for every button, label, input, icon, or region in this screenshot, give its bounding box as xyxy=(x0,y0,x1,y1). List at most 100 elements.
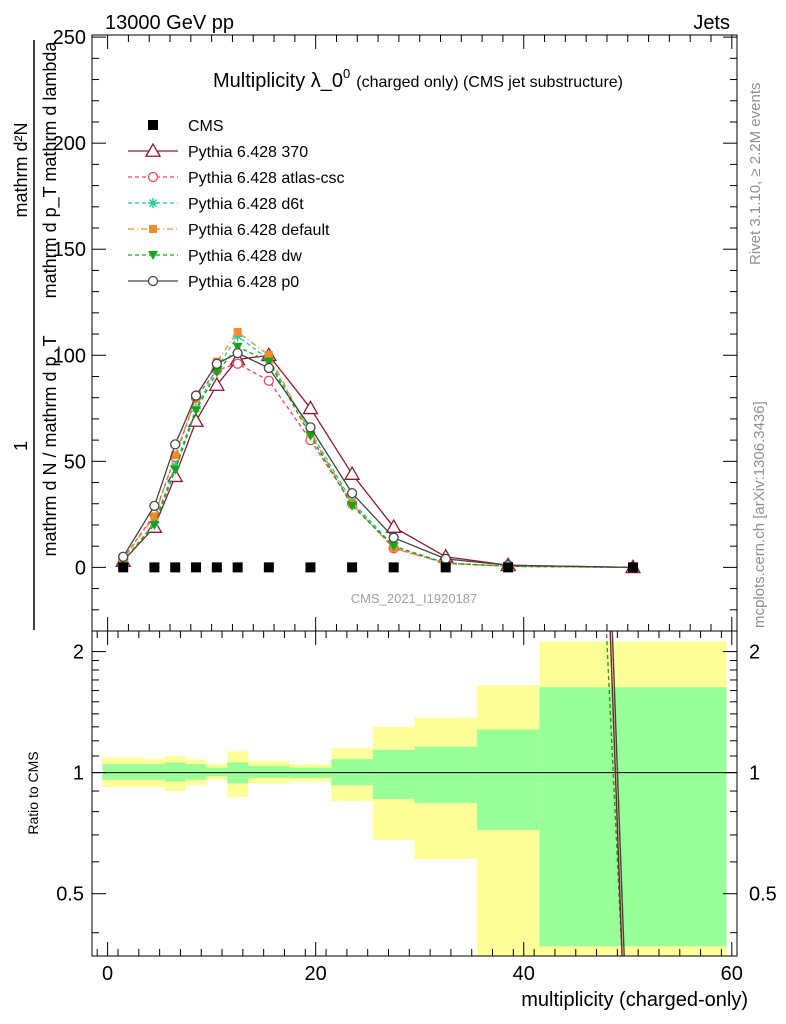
legend-label: CMS xyxy=(188,118,224,135)
legend-marker xyxy=(149,225,157,233)
data-point xyxy=(440,553,451,565)
data-point xyxy=(211,562,222,573)
data-point xyxy=(388,532,399,543)
chart-title-main: Multiplicity λ_0 xyxy=(213,70,343,92)
legend-marker xyxy=(144,142,162,157)
legend-label: Pythia 6.428 p0 xyxy=(188,274,299,291)
chart-title-superscript: 0 xyxy=(343,66,350,81)
x-tick-label: 0 xyxy=(102,963,113,985)
legend-label: Pythia 6.428 d6t xyxy=(188,196,304,213)
uncertainty-band-inner xyxy=(164,762,186,782)
data-point xyxy=(232,331,243,342)
data-point xyxy=(191,406,202,416)
data-point xyxy=(343,465,361,480)
data-point xyxy=(170,465,181,475)
series-5 xyxy=(118,342,638,573)
ratio-y-tick-label: 2 xyxy=(73,642,84,664)
series-0 xyxy=(118,562,638,573)
y-tick-label: 200 xyxy=(53,133,86,155)
main-series-group xyxy=(115,327,642,574)
data-point xyxy=(170,460,181,471)
legend-marker xyxy=(148,251,158,260)
uncertainty-band-inner xyxy=(185,764,207,780)
data-point xyxy=(191,562,202,573)
data-point xyxy=(263,562,274,573)
legend-label: Pythia 6.428 370 xyxy=(188,144,308,161)
legend-item: Pythia 6.428 p0 xyxy=(128,274,299,291)
data-point xyxy=(170,439,181,450)
uncertainty-band-inner xyxy=(206,767,228,777)
ylabel-prefix-denominator: mathrm d N / mathrm d p_T xyxy=(40,335,61,556)
series-6 xyxy=(118,347,639,573)
data-point xyxy=(211,358,222,369)
x-tick-label: 20 xyxy=(305,963,327,985)
data-point xyxy=(305,422,316,433)
data-point xyxy=(385,518,402,533)
data-point xyxy=(190,390,202,401)
ratio-y-tick-label: 1 xyxy=(73,763,84,785)
ratio-y-axis-label: Ratio to CMS xyxy=(25,751,41,834)
mcplots-label: mcplots.cern.ch [arXiv:1306.3436] xyxy=(751,401,768,628)
legend-item: Pythia 6.428 default xyxy=(128,222,330,239)
series-line xyxy=(122,354,633,569)
chart-title: Multiplicity λ_00 (charged only) (CMS jet… xyxy=(213,66,623,92)
data-point xyxy=(233,327,242,336)
main-plot-panel: 0 50 100 150 200 250 CMS Pythia 6.428 370 Pythi… xyxy=(53,27,738,632)
y-tick-label: 50 xyxy=(64,451,86,473)
y-tick-label: 0 xyxy=(75,557,86,579)
data-point xyxy=(264,351,273,360)
uncertainty-band-inner xyxy=(144,764,165,780)
series-line xyxy=(122,352,633,569)
ratio-plot-panel: 0 20 40 60 0.5 0.5 1 1 2 2 xyxy=(56,630,777,985)
x-tick-label: 40 xyxy=(513,963,535,985)
data-point xyxy=(346,487,358,499)
legend-label: Pythia 6.428 atlas-csc xyxy=(188,170,345,187)
series-3 xyxy=(118,331,638,573)
ratio-y-tick-label: 0.5 xyxy=(56,884,84,906)
data-point xyxy=(149,520,160,530)
ylabel-denominator: mathrm d p_T mathrm d lambda xyxy=(40,41,61,299)
data-point xyxy=(388,542,399,552)
data-point xyxy=(232,562,243,573)
uncertainty-band-inner xyxy=(372,749,415,799)
uncertainty-band-inner xyxy=(539,687,727,947)
ratio-line xyxy=(605,631,623,956)
analysis-watermark: CMS_2021_I1920187 xyxy=(351,591,478,606)
header-right-label: Jets xyxy=(693,12,730,34)
ratio-y-tick-label-right: 1 xyxy=(749,763,760,785)
data-point xyxy=(171,450,180,459)
uncertainty-band-inner xyxy=(414,746,477,804)
data-point xyxy=(347,501,358,511)
ratio-y-tick-label-right: 0.5 xyxy=(749,884,777,906)
data-point xyxy=(302,399,319,415)
data-point xyxy=(388,562,399,573)
data-point xyxy=(347,562,358,573)
data-point xyxy=(118,562,129,573)
data-point xyxy=(149,500,160,512)
series-line xyxy=(122,335,633,569)
ratio-lines xyxy=(605,631,625,956)
data-point xyxy=(150,512,159,521)
data-point xyxy=(208,376,225,391)
ylabel-prefix-numerator: 1 xyxy=(11,441,31,451)
data-point xyxy=(118,551,129,562)
legend-marker xyxy=(147,275,159,287)
ratio-y-tick-label-right: 2 xyxy=(749,642,760,664)
series-line xyxy=(122,345,633,569)
data-point xyxy=(440,562,451,573)
legend-marker xyxy=(147,171,159,183)
legend-label: Pythia 6.428 dw xyxy=(188,248,302,265)
ratio-bands xyxy=(102,641,727,956)
y-tick-label: 250 xyxy=(53,27,86,49)
header-left-label: 13000 GeV pp xyxy=(105,12,234,34)
x-tick-label: 60 xyxy=(721,963,743,985)
legend: CMS Pythia 6.428 370 Pythia 6.428 atlas-cs… xyxy=(128,118,345,291)
ratio-axes: 0 20 40 60 0.5 0.5 1 1 2 2 xyxy=(56,631,777,985)
series-1 xyxy=(115,346,642,574)
data-point xyxy=(211,368,222,378)
y-tick-label: 150 xyxy=(53,239,86,261)
ylabel-numerator: mathrm d²N xyxy=(11,122,31,217)
data-point xyxy=(305,562,316,573)
data-point xyxy=(263,375,275,386)
